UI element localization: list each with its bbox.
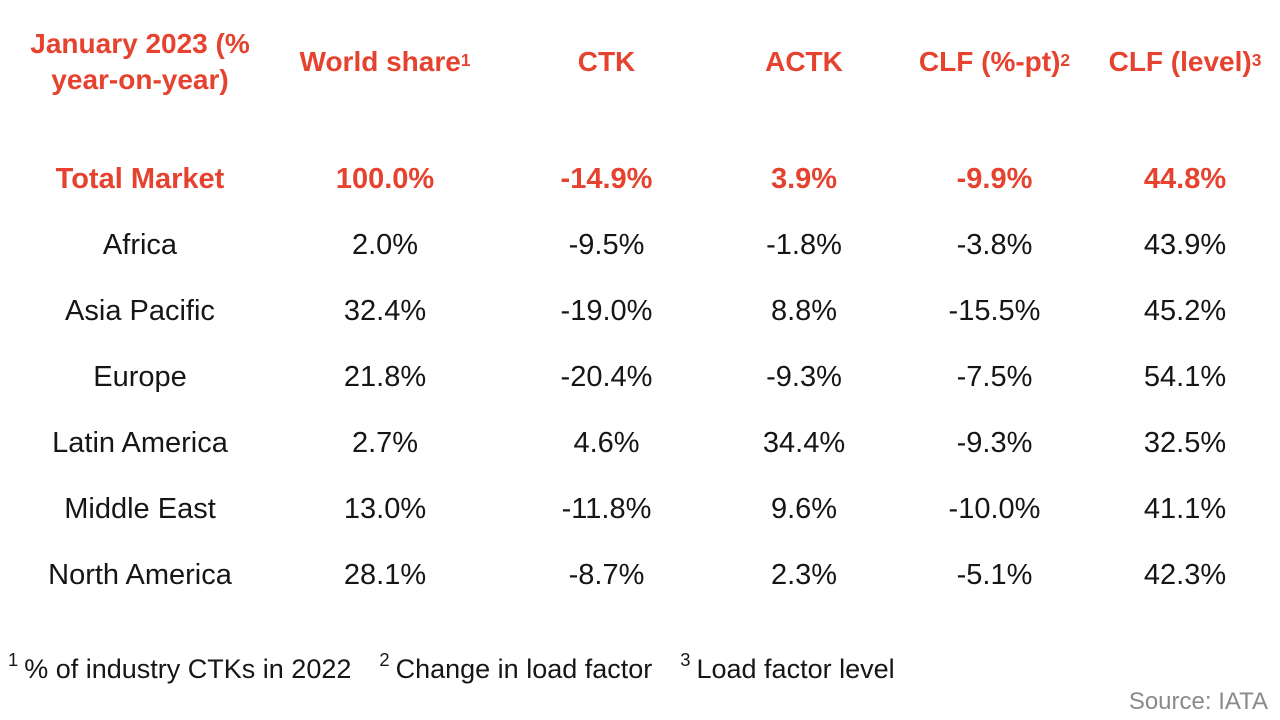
column-header-label: ACTK bbox=[765, 46, 843, 77]
cell-ctk: -11.8% bbox=[561, 492, 652, 525]
column-header-clf-level: CLF (level) 3 bbox=[1108, 46, 1262, 77]
cell-clf-pct-pt: -9.9% bbox=[956, 162, 1033, 195]
cell-clf-pct-pt: -7.5% bbox=[956, 360, 1033, 393]
footnote-2: 2 Change in load factor bbox=[379, 650, 653, 684]
cell-clf-pct-pt: -10.0% bbox=[948, 492, 1041, 525]
cell-clf-pct-pt: -5.1% bbox=[956, 558, 1033, 591]
cell-ctk: -8.7% bbox=[568, 558, 645, 591]
cell-world-share: 100.0% bbox=[335, 162, 435, 195]
footnote-1: 1% of industry CTKs in 2022 bbox=[8, 650, 352, 684]
column-header-world-share: World share 1 bbox=[299, 46, 471, 77]
column-header-clf-pct-pt: CLF (%-pt) 2 bbox=[918, 46, 1071, 77]
row-label-region: Asia Pacific bbox=[65, 294, 215, 327]
table-header: January 2023 (% year-on-year) World shar… bbox=[0, 0, 1280, 118]
cell-world-share: 28.1% bbox=[343, 558, 427, 591]
cell-world-share: 21.8% bbox=[343, 360, 427, 393]
cell-actk: 34.4% bbox=[762, 426, 846, 459]
table-row: North America 28.1% -8.7% 2.3% -5.1% 42.… bbox=[0, 542, 1280, 608]
cell-clf-level: 41.1% bbox=[1143, 492, 1227, 525]
row-label-region: Europe bbox=[93, 360, 187, 393]
cell-actk: 8.8% bbox=[770, 294, 838, 327]
cell-actk: -9.3% bbox=[766, 360, 842, 393]
cell-world-share: 2.7% bbox=[351, 426, 419, 459]
cell-clf-level: 32.5% bbox=[1143, 426, 1227, 459]
table-body: Total Market 100.0% -14.9% 3.9% -9.9% 44… bbox=[0, 146, 1280, 608]
row-label-region: Middle East bbox=[64, 492, 216, 525]
table-title-line1: January 2023 (% bbox=[30, 28, 250, 59]
footnote-3: 3 Load factor level bbox=[680, 650, 895, 684]
column-header-actk: ACTK bbox=[709, 6, 899, 118]
footnote-2-superscript: 2 bbox=[379, 649, 390, 670]
cell-ctk: 4.6% bbox=[573, 426, 640, 459]
cell-actk: -1.8% bbox=[766, 228, 842, 261]
table-row: Asia Pacific 32.4% -19.0% 8.8% -15.5% 45… bbox=[0, 278, 1280, 344]
cell-clf-pct-pt: -15.5% bbox=[948, 294, 1041, 327]
footnote-1-text: % of industry CTKs in 2022 bbox=[24, 654, 352, 684]
row-label-region: Total Market bbox=[55, 162, 225, 195]
cell-ctk: -19.0% bbox=[560, 294, 653, 327]
cell-clf-level: 43.9% bbox=[1143, 228, 1227, 261]
cell-world-share: 13.0% bbox=[343, 492, 427, 525]
table-row: Middle East 13.0% -11.8% 9.6% -10.0% 41.… bbox=[0, 476, 1280, 542]
table-row: Africa 2.0% -9.5% -1.8% -3.8% 43.9% bbox=[0, 212, 1280, 278]
cell-world-share: 2.0% bbox=[351, 228, 419, 261]
column-header-label: CLF (%-pt) bbox=[918, 46, 1061, 77]
cell-clf-pct-pt: -9.3% bbox=[956, 426, 1033, 459]
row-label-region: Africa bbox=[102, 228, 178, 261]
cell-ctk: -9.5% bbox=[568, 228, 645, 261]
table-row: Europe 21.8% -20.4% -9.3% -7.5% 54.1% bbox=[0, 344, 1280, 410]
table-title: January 2023 (% year-on-year) bbox=[0, 6, 266, 118]
header-body-gap bbox=[0, 118, 1280, 146]
column-header-ctk: CTK bbox=[504, 6, 709, 118]
column-header-label: CTK bbox=[577, 46, 636, 77]
footnotes: 1% of industry CTKs in 2022 2 Change in lo… bbox=[0, 650, 1280, 686]
table-title-line2: year-on-year) bbox=[51, 64, 229, 95]
footnote-3-superscript: 3 bbox=[680, 649, 691, 670]
table-row: Latin America 2.7% 4.6% 34.4% -9.3% 32.5… bbox=[0, 410, 1280, 476]
column-header-label: CLF (level) bbox=[1108, 46, 1252, 77]
footnote-1-superscript: 1 bbox=[8, 649, 19, 670]
cell-clf-pct-pt: -3.8% bbox=[956, 228, 1033, 261]
table-row: Total Market 100.0% -14.9% 3.9% -9.9% 44… bbox=[0, 146, 1280, 212]
footnote-3-text: Load factor level bbox=[696, 654, 895, 684]
row-label-region: Latin America bbox=[52, 426, 228, 459]
row-label-region: North America bbox=[48, 558, 232, 591]
cell-clf-level: 45.2% bbox=[1143, 294, 1227, 327]
cell-actk: 3.9% bbox=[770, 162, 838, 195]
cell-ctk: -14.9% bbox=[560, 162, 653, 195]
cell-clf-level: 42.3% bbox=[1143, 558, 1227, 591]
cell-world-share: 32.4% bbox=[343, 294, 427, 327]
cell-actk: 9.6% bbox=[770, 492, 838, 525]
cell-ctk: -20.4% bbox=[560, 360, 653, 393]
footnote-2-text: Change in load factor bbox=[395, 654, 653, 684]
cell-actk: 2.3% bbox=[770, 558, 838, 591]
column-header-label: World share bbox=[299, 46, 461, 77]
cell-clf-level: 44.8% bbox=[1143, 162, 1227, 195]
source-attribution: Source: IATA bbox=[1128, 688, 1268, 715]
cell-clf-level: 54.1% bbox=[1143, 360, 1227, 393]
